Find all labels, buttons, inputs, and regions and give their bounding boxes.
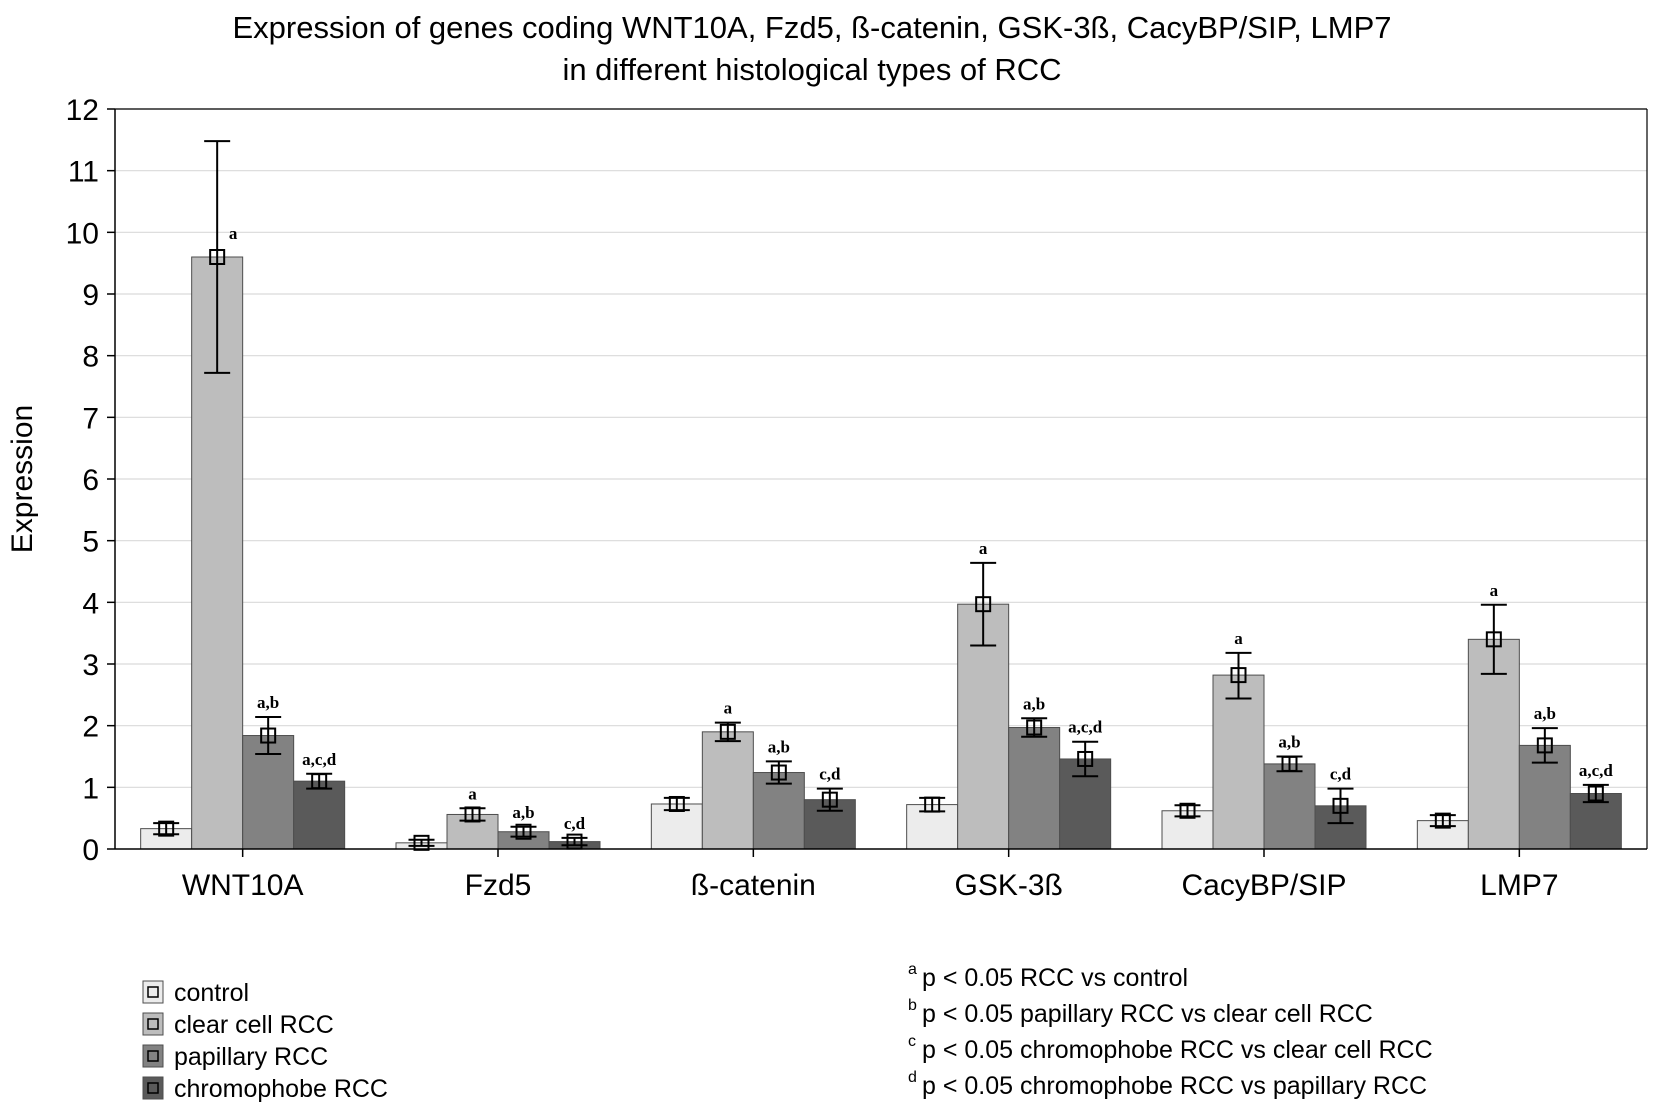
y-tick-label: 11 <box>68 156 99 189</box>
mean-marker <box>1587 785 1604 802</box>
chart-title-line: in different histological types of RCC <box>562 52 1061 87</box>
mean-marker <box>1332 797 1349 814</box>
mean-marker <box>924 796 941 813</box>
x-tick-label: LMP7 <box>1480 869 1558 902</box>
significance-label: c,d <box>1330 765 1352 784</box>
y-tick-label: 4 <box>82 587 99 620</box>
footnote-superscript: c <box>908 1033 916 1050</box>
significance-label: a <box>1490 581 1499 600</box>
significance-label: a,c,d <box>1579 761 1614 780</box>
mean-marker <box>464 806 481 823</box>
y-tick-label: 5 <box>82 526 99 559</box>
bar <box>1212 674 1265 850</box>
significance-label: a <box>724 699 733 718</box>
significance-label: a,c,d <box>302 750 337 769</box>
footnote-text: p < 0.05 papillary RCC vs clear cell RCC <box>922 1000 1373 1028</box>
significance-label: a,b <box>257 693 279 712</box>
significance-label: a <box>979 539 988 558</box>
mean-marker <box>1485 631 1502 648</box>
bars <box>140 256 1622 850</box>
legend-label: control <box>174 979 249 1007</box>
significance-label: a,b <box>768 737 790 756</box>
footnote-text: p < 0.05 chromophobe RCC vs clear cell R… <box>922 1036 1433 1064</box>
legend-label: clear cell RCC <box>174 1011 334 1039</box>
mean-marker <box>515 823 532 840</box>
legend-label: chromophobe RCC <box>174 1075 388 1103</box>
y-tick-label: 7 <box>82 402 99 435</box>
y-tick-label: 6 <box>82 464 99 497</box>
mean-marker <box>209 249 226 265</box>
gridlines <box>115 108 1647 788</box>
mean-marker <box>1230 667 1247 684</box>
chart-title-line: Expression of genes coding WNT10A, Fzd5,… <box>233 10 1392 45</box>
y-tick-label: 0 <box>82 834 99 867</box>
y-tick-label: 1 <box>82 772 99 805</box>
legend-swatch <box>142 1012 164 1036</box>
legend-marker <box>147 1018 159 1030</box>
mean-marker <box>770 764 787 781</box>
significance-label: a <box>1234 629 1243 648</box>
y-tick-label: 3 <box>82 649 99 682</box>
footnote-text: p < 0.05 RCC vs control <box>922 964 1188 992</box>
bar <box>752 772 805 850</box>
mean-marker <box>1434 812 1451 829</box>
legend-swatch <box>142 1044 164 1068</box>
error-bars <box>153 140 1609 851</box>
significance-label: a <box>468 784 477 803</box>
significance-label: c,d <box>564 814 586 833</box>
mean-marker <box>1077 750 1094 767</box>
footnote-superscript: a <box>908 961 917 978</box>
footnotes: a p < 0.05 RCC vs control b p < 0.05 papill… <box>908 961 1433 1100</box>
y-tick-label: 8 <box>82 341 99 374</box>
legend: control clear cell RCC papillary RCC chromo… <box>142 979 388 1103</box>
bar <box>701 731 754 850</box>
mean-marker <box>719 723 736 740</box>
significance-label: a,b <box>1023 694 1045 713</box>
mean-marker <box>1026 719 1043 736</box>
legend-label: papillary RCC <box>174 1043 328 1071</box>
y-tick-label: 9 <box>82 279 99 312</box>
x-tick-label: ß-catenin <box>691 869 816 902</box>
significance-label: a <box>229 224 238 243</box>
legend-marker <box>147 1050 159 1062</box>
significance-labels: a a a a a a a,b a,b a,b a,b a,b a,b a,c,d c,d c,d a,c,d… <box>229 224 1613 833</box>
mean-marker <box>1281 755 1298 772</box>
y-axis-title: Expression <box>6 405 39 553</box>
bar <box>1008 727 1061 850</box>
significance-label: c,d <box>819 765 841 784</box>
legend-marker <box>147 986 159 998</box>
bar <box>293 780 346 850</box>
mean-marker <box>158 820 175 837</box>
legend-swatch <box>142 1076 164 1100</box>
mean-marker <box>413 834 430 851</box>
mean-marker <box>311 773 328 790</box>
y-tick-label: 10 <box>66 217 99 250</box>
mean-marker <box>668 795 685 812</box>
mean-marker <box>975 596 992 613</box>
bar <box>1263 763 1316 850</box>
x-tick-label: Fzd5 <box>465 869 532 902</box>
mean-marker <box>1536 737 1553 754</box>
y-tick-label: 12 <box>66 94 99 127</box>
x-tick-label: GSK-3ß <box>954 869 1062 902</box>
legend-marker <box>147 1082 159 1094</box>
chart-title: Expression of genes coding WNT10A, Fzd5,… <box>233 10 1392 87</box>
footnote-superscript: b <box>908 997 917 1014</box>
significance-label: a,b <box>1534 704 1556 723</box>
y-tick-label: 2 <box>82 711 99 744</box>
significance-label: a,b <box>512 803 534 822</box>
mean-marker <box>1179 802 1196 819</box>
legend-swatch <box>142 980 164 1004</box>
x-tick-label: CacyBP/SIP <box>1181 869 1346 902</box>
mean-marker <box>260 727 277 744</box>
footnote-text: p < 0.05 chromophobe RCC vs papillary RC… <box>922 1072 1427 1100</box>
footnote-superscript: d <box>908 1069 917 1086</box>
mean-marker <box>821 791 838 808</box>
significance-label: a,b <box>1278 733 1300 752</box>
x-tick-label: WNT10A <box>182 869 304 902</box>
significance-label: a,c,d <box>1068 718 1103 737</box>
